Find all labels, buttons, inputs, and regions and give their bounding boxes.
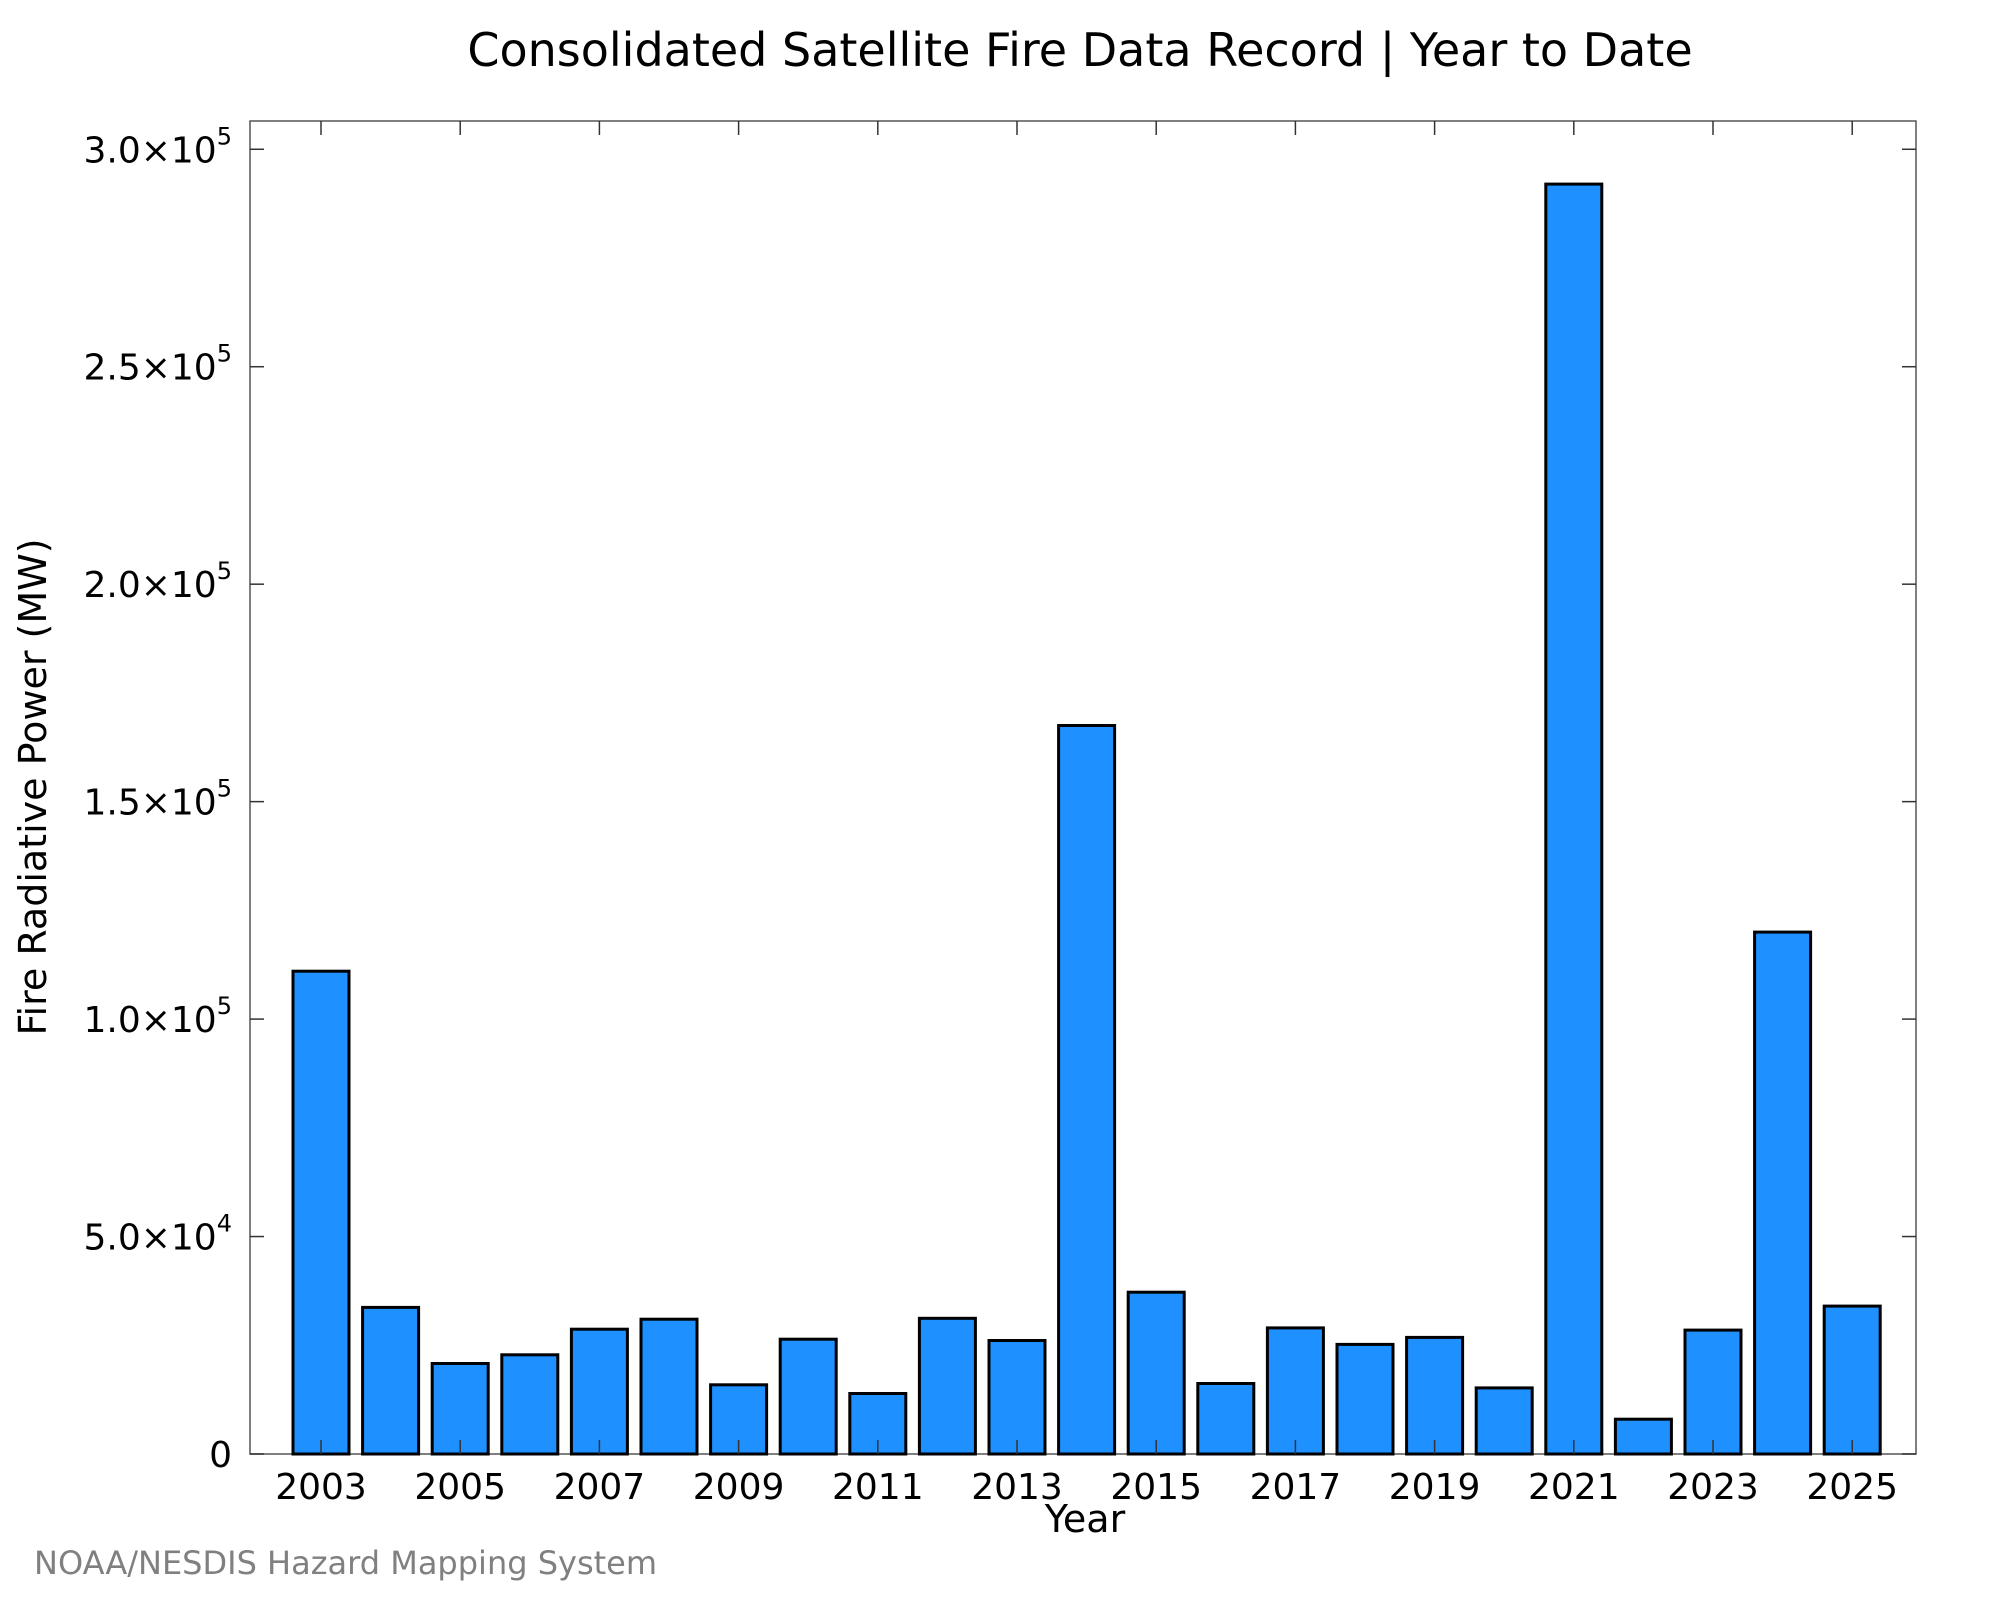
x-tick-label-2021: 2021 — [1528, 1467, 1620, 1508]
y-tick-label-250000: 2.5×105 — [83, 340, 232, 389]
y-tick-label-200000: 2.0×105 — [83, 557, 232, 606]
x-tick-label-2009: 2009 — [693, 1467, 785, 1508]
bar-2004 — [361, 1305, 421, 1456]
y-tick-label-150000: 1.5×105 — [83, 775, 232, 824]
x-tick-label-2019: 2019 — [1389, 1467, 1481, 1508]
plot-area: 2003 2005 2007 2009 2011 2013 2015 2017 2019 2021… — [83, 120, 1917, 1508]
chart-title: Consolidated Satellite Fire Data Record … — [467, 23, 1692, 78]
x-axis-ticks: 2003 2005 2007 2009 2011 2013 2015 2017 2019 2021… — [275, 121, 1898, 1508]
source-credit: NOAA/NESDIS Hazard Mapping System — [34, 1544, 657, 1582]
y-tick-label-0: 0 — [209, 1435, 232, 1476]
x-tick-label-2011: 2011 — [832, 1467, 924, 1508]
y-axis-label: Fire Radiative Power (MW) — [11, 538, 55, 1035]
x-tick-label-2007: 2007 — [554, 1467, 646, 1508]
y-tick-label-50000: 5.0×104 — [83, 1210, 232, 1259]
bar-2007 — [569, 1327, 629, 1456]
bar-2003 — [291, 969, 351, 1456]
bar-2023 — [1683, 1328, 1743, 1456]
bars-group — [291, 182, 1882, 1456]
y-axis-ticks: 0 5.0×104 1.0×105 1.5×105 2.0×105 2.5×105 3.0×… — [83, 122, 1916, 1476]
bar-2015 — [1126, 1290, 1186, 1456]
x-axis-label: Year — [1044, 1497, 1126, 1541]
bar-2012 — [917, 1316, 977, 1456]
bar-2013 — [987, 1339, 1047, 1456]
bar-2019 — [1405, 1335, 1465, 1456]
bar-2017 — [1265, 1326, 1325, 1456]
bar-2022 — [1613, 1417, 1673, 1456]
bar-2025 — [1822, 1304, 1882, 1456]
x-tick-label-2005: 2005 — [414, 1467, 506, 1508]
y-tick-label-300000: 3.0×105 — [83, 122, 232, 171]
y-tick-label-100000: 1.0×105 — [83, 992, 232, 1041]
bar-2020 — [1474, 1386, 1534, 1456]
bar-2018 — [1335, 1342, 1395, 1456]
bar-2024 — [1753, 930, 1813, 1456]
bar-2021 — [1544, 182, 1604, 1456]
x-tick-label-2023: 2023 — [1667, 1467, 1759, 1508]
bar-2016 — [1196, 1382, 1256, 1456]
x-tick-label-2013: 2013 — [971, 1467, 1063, 1508]
bar-2010 — [778, 1337, 838, 1456]
bar-2008 — [639, 1317, 699, 1456]
x-tick-label-2003: 2003 — [275, 1467, 367, 1508]
x-tick-label-2015: 2015 — [1110, 1467, 1202, 1508]
bar-2014 — [1057, 724, 1117, 1456]
bar-2006 — [500, 1353, 560, 1456]
x-tick-label-2017: 2017 — [1250, 1467, 1342, 1508]
x-tick-label-2025: 2025 — [1806, 1467, 1898, 1508]
